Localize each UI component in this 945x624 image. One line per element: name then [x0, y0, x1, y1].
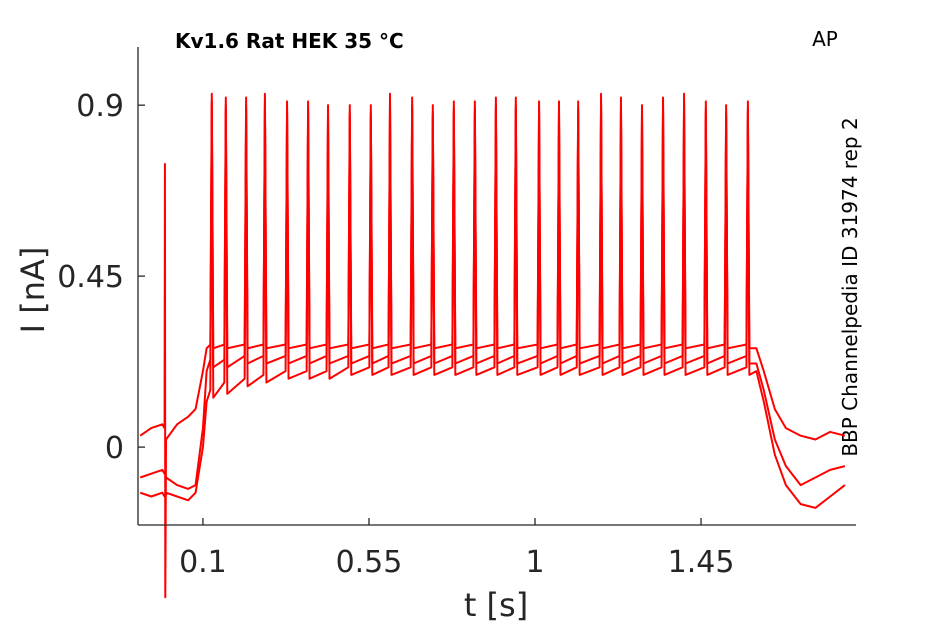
chart-title: Kv1.6 Rat HEK 35 °C: [175, 29, 404, 53]
x-tick-label: 1: [525, 545, 544, 580]
side-label: BBP Channelpedia ID 31974 rep 2: [838, 117, 862, 456]
trace: [139, 104, 846, 509]
corner-label: AP: [812, 27, 838, 51]
traces: [139, 92, 846, 599]
x-tick-label: 0.55: [336, 545, 403, 580]
x-tick-label: 1.45: [668, 545, 735, 580]
y-tick-label: 0: [105, 431, 124, 466]
y-tick-label: 0.45: [57, 260, 124, 295]
x-tick-label: 0.1: [179, 545, 227, 580]
y-tick-label: 0.9: [76, 89, 124, 124]
x-axis-label: t [s]: [464, 586, 528, 624]
y-axis-label: I [nA]: [14, 247, 52, 334]
